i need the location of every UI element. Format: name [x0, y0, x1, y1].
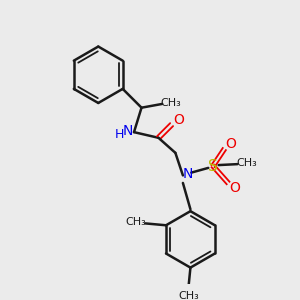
Text: CH₃: CH₃	[125, 218, 146, 227]
Text: N: N	[182, 167, 193, 181]
Text: S: S	[208, 158, 218, 173]
Text: O: O	[174, 113, 184, 127]
Text: CH₃: CH₃	[236, 158, 257, 168]
Text: O: O	[225, 137, 236, 152]
Text: H: H	[114, 128, 124, 142]
Text: CH₃: CH₃	[178, 291, 199, 300]
Text: N: N	[122, 124, 133, 138]
Text: CH₃: CH₃	[160, 98, 181, 108]
Text: O: O	[229, 181, 240, 195]
